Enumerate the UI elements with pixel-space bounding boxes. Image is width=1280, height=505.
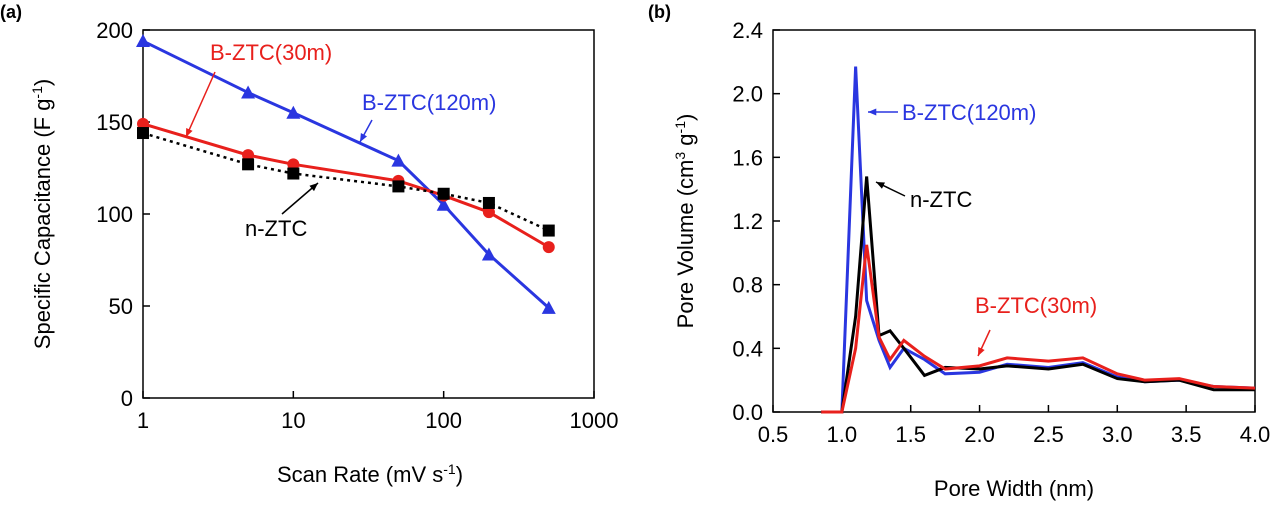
x-tick-label: 1.5 — [895, 422, 926, 447]
point — [542, 241, 555, 254]
x-tick-label: 100 — [425, 408, 462, 433]
y-tick-label: 1.6 — [732, 145, 763, 170]
point — [481, 247, 496, 261]
arrow-head — [309, 183, 318, 192]
panel-label: (b) — [648, 2, 671, 22]
series-line — [142, 122, 550, 249]
point — [391, 153, 406, 167]
series-line — [142, 39, 550, 309]
x-tick-label: 2.0 — [964, 422, 995, 447]
series-label: B-ZTC(120m) — [902, 100, 1036, 125]
y-tick-label: 100 — [96, 202, 133, 227]
chart-panel: (b) 0.5 1.0 1.5 2.0 2.5 3.0 3.5 4.0 0.0 0.4 0.8 1.2 1… — [648, 2, 1270, 501]
y-axis-title-part: Pore Volume (cm — [673, 160, 698, 329]
y-tick-label: 0.8 — [732, 273, 763, 298]
arrow-head — [978, 347, 985, 356]
y-axis-title-sup: -1 — [29, 86, 45, 99]
point — [242, 158, 255, 171]
y-axis-title-part: Specific Capacitance (F g — [30, 99, 55, 350]
x-axis-title-part: ) — [456, 462, 463, 487]
arrow-head — [876, 182, 885, 189]
y-axis-title: Pore Volume (cm3 g-1) — [672, 114, 698, 329]
point — [241, 85, 256, 99]
point — [136, 34, 150, 48]
x-axis-title: Pore Width (nm) — [934, 476, 1094, 501]
y-tick-label: 200 — [96, 18, 133, 43]
y-axis-title-part: ) — [30, 79, 55, 86]
y-tick-label: 50 — [109, 294, 133, 319]
label-arrow — [185, 71, 216, 138]
point — [482, 206, 495, 219]
y-axis-title-sup: 3 — [672, 152, 688, 160]
point — [436, 197, 451, 211]
y-axis-title-sup: -1 — [672, 121, 688, 134]
arrow-head — [186, 128, 193, 137]
x-tick-label: 4.0 — [1240, 422, 1271, 447]
series-line — [821, 244, 1256, 414]
point — [482, 196, 495, 209]
x-axis-title: Scan Rate (mV s-1) — [277, 461, 463, 487]
y-axis-title-part: ) — [673, 114, 698, 121]
point — [392, 180, 405, 193]
panel-label: (a) — [0, 2, 22, 22]
series-label: n-ZTC — [910, 187, 972, 212]
arrow-head — [868, 108, 877, 116]
x-tick-label: 3.5 — [1171, 422, 1202, 447]
x-axis-title-part: Scan Rate (mV s — [277, 462, 443, 487]
point — [542, 224, 555, 237]
y-tick-label: 2.4 — [732, 18, 763, 43]
x-tick-label: 1000 — [570, 408, 619, 433]
y-axis-title: Specific Capacitance (F g-1) — [29, 79, 55, 349]
x-tick-label: 1.0 — [827, 422, 858, 447]
y-tick-label: 150 — [96, 110, 133, 135]
x-tick-label: 1 — [137, 408, 149, 433]
x-tick-label: 10 — [281, 408, 305, 433]
y-tick-label: 0.0 — [732, 400, 763, 425]
point — [287, 158, 300, 171]
point — [437, 187, 450, 200]
point — [137, 117, 149, 130]
point — [137, 127, 149, 140]
y-tick-label: 1.2 — [732, 209, 763, 234]
chart-panel: (a) 1 10 100 1000 0 50 100 150 200 Scan Rate (mV s… — [0, 2, 618, 487]
x-tick-label: 0.5 — [758, 422, 789, 447]
x-tick-label: 2.5 — [1033, 422, 1064, 447]
point — [287, 167, 300, 180]
y-tick-label: 0 — [121, 386, 133, 411]
x-tick-label: 3.0 — [1102, 422, 1133, 447]
series-label: n-ZTC — [245, 216, 307, 241]
y-axis-title-part: g — [673, 133, 698, 151]
point — [286, 105, 301, 119]
x-axis-title-part: Pore Width (nm) — [934, 476, 1094, 501]
y-tick-label: 2.0 — [732, 82, 763, 107]
series-label: B-ZTC(30m) — [210, 40, 332, 65]
series-label: B-ZTC(30m) — [975, 293, 1097, 318]
point — [541, 300, 556, 314]
plot-frame — [142, 29, 595, 399]
arrow-head — [360, 133, 368, 142]
y-tick-label: 0.4 — [732, 336, 763, 361]
series-label: B-ZTC(120m) — [362, 90, 496, 115]
point — [242, 149, 255, 162]
x-axis-title-sup: -1 — [443, 461, 456, 477]
